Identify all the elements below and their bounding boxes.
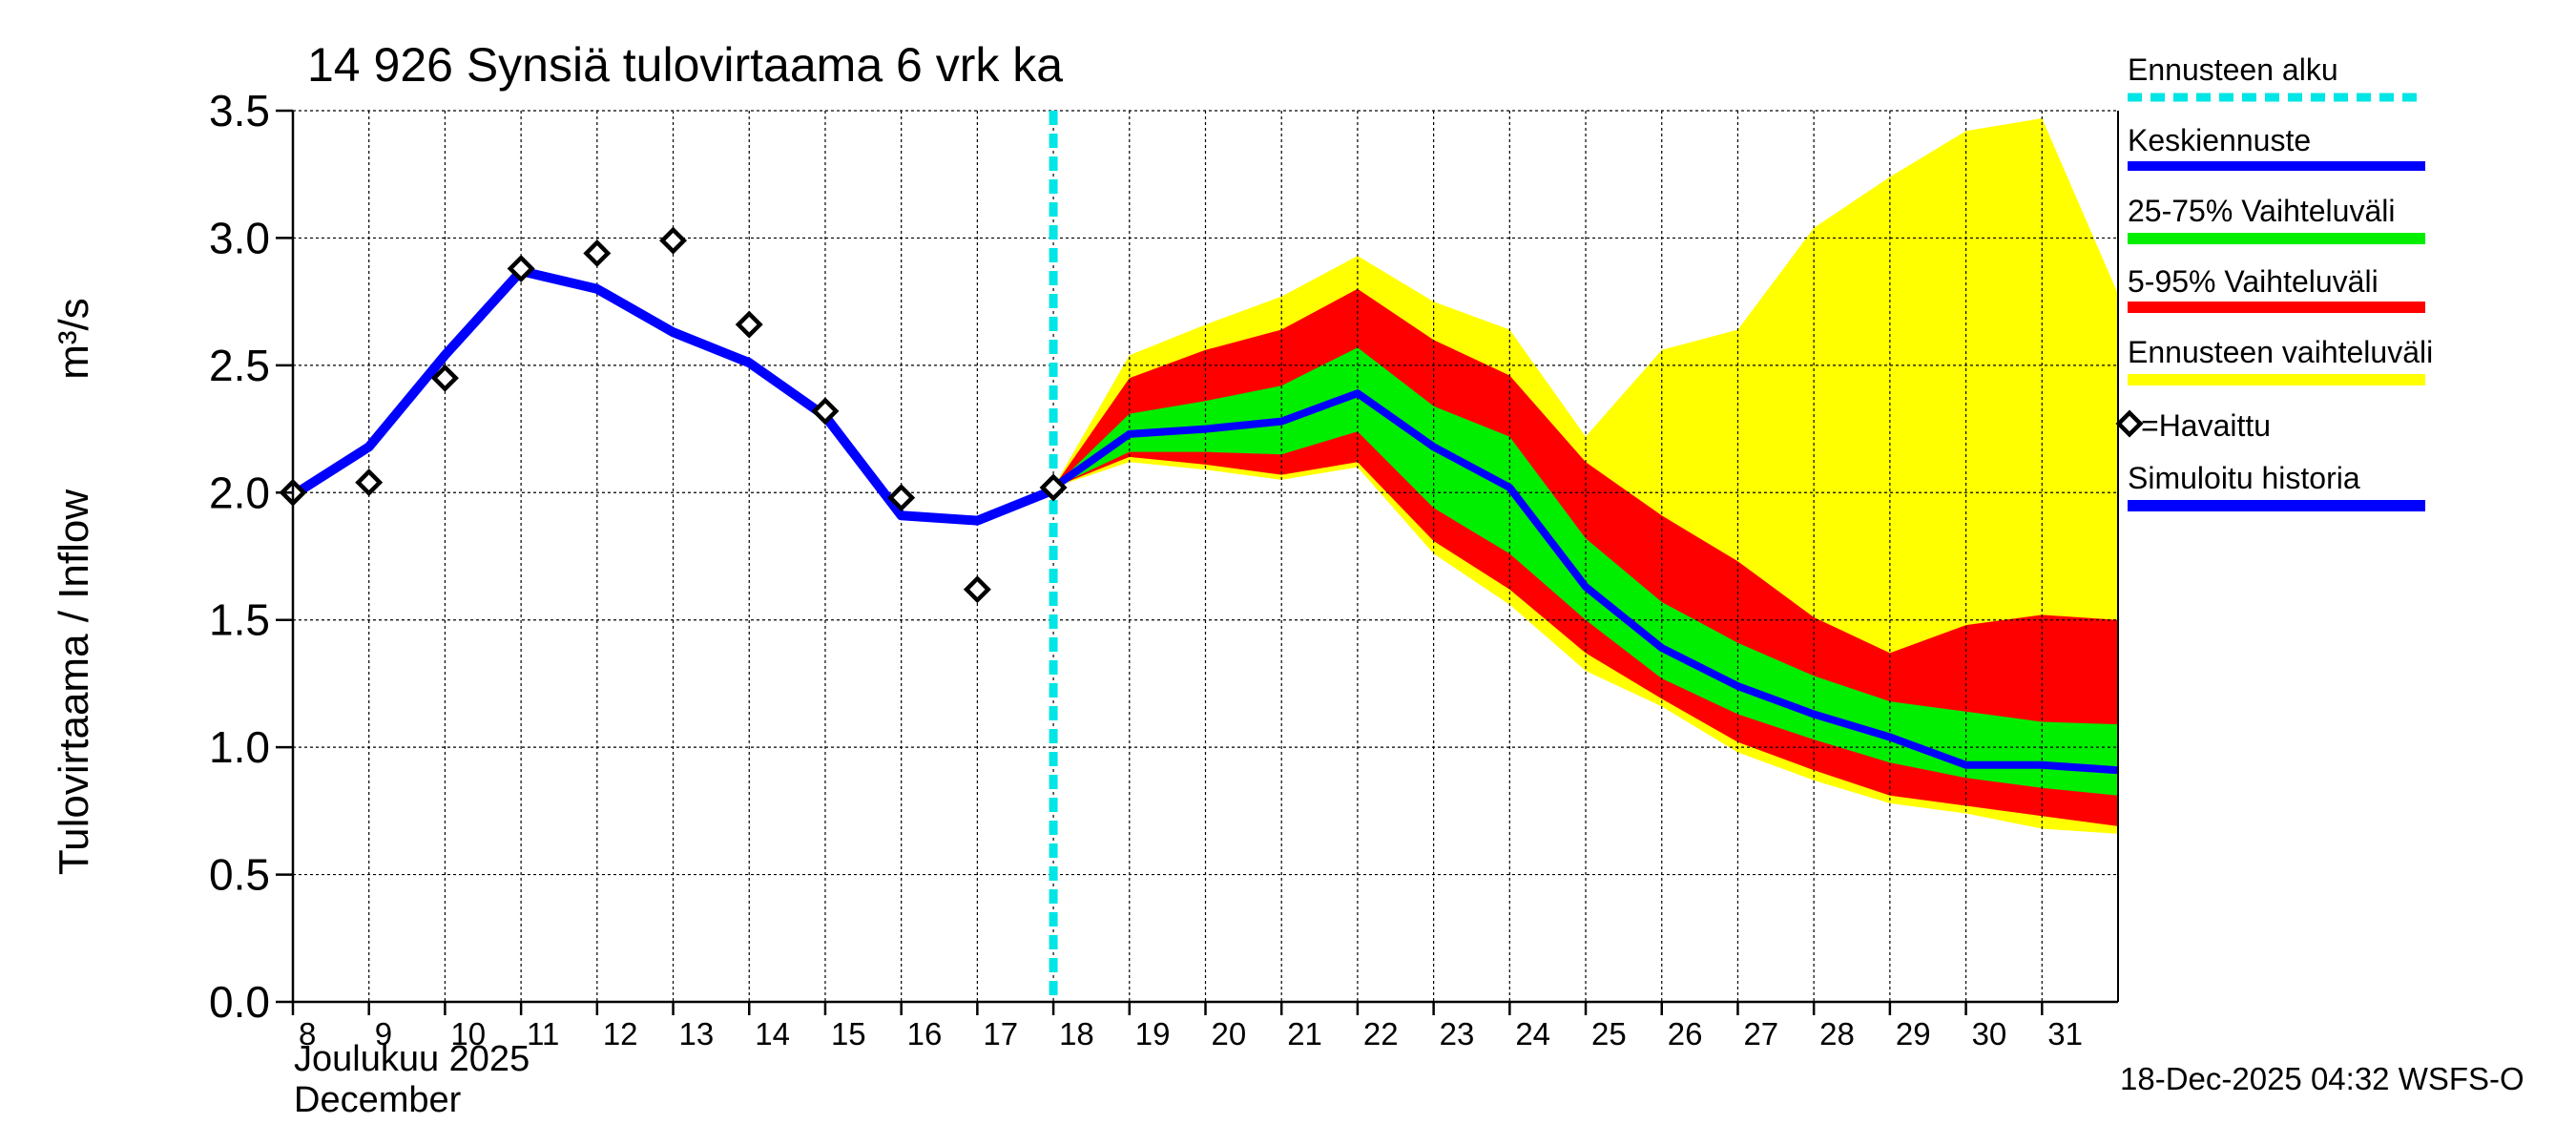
y-tick-label: 0.5	[209, 850, 270, 900]
grid	[293, 110, 2118, 1002]
x-tick-label: 29	[1896, 1016, 1931, 1051]
observed-point	[507, 254, 535, 282]
x-tick-label: 20	[1212, 1016, 1247, 1051]
y-tick-label: 3.5	[209, 86, 270, 135]
legend: Ennusteen alku Keskiennuste 25-75% Vaiht…	[2115, 52, 2433, 511]
legend-median-label: Keskiennuste	[2128, 123, 2311, 157]
legend-observed-marker	[2115, 409, 2144, 438]
x-tick-label: 13	[679, 1016, 715, 1051]
y-axis-label: Tulovirtaama / Inflow	[51, 489, 97, 876]
observed-point	[735, 310, 763, 339]
legend-forecast-start-label: Ennusteen alku	[2128, 52, 2338, 87]
legend-simulated-label: Simuloitu historia	[2128, 461, 2360, 495]
series-lines	[290, 111, 2119, 1002]
observed-point	[430, 364, 459, 392]
y-axis-unit: m³/s	[51, 298, 97, 380]
observed-point	[583, 239, 612, 267]
y-tick-label: 2.0	[209, 468, 270, 517]
median-forecast-line	[1050, 389, 2119, 775]
y-tick-label: 1.5	[209, 595, 270, 645]
legend-observed-label: =Havaittu	[2141, 408, 2271, 443]
y-tick-label: 2.5	[209, 341, 270, 390]
observed-markers	[279, 226, 1068, 604]
x-tick-label: 28	[1819, 1016, 1855, 1051]
observed-point	[887, 484, 916, 512]
legend-full-range-label: Ennusteen vaihteluväli	[2128, 335, 2433, 369]
x-tick-label: 9	[375, 1016, 392, 1051]
x-tick-label: 22	[1363, 1016, 1399, 1051]
legend-range-25-75-label: 25-75% Vaihteluväli	[2128, 194, 2395, 228]
x-tick-label: 27	[1743, 1016, 1778, 1051]
observed-point	[963, 575, 991, 604]
legend-range-5-95-label: 5-95% Vaihteluväli	[2128, 264, 2379, 299]
x-tick-label: 21	[1287, 1016, 1322, 1051]
observed-point	[1039, 473, 1068, 502]
y-tick-label: 0.0	[209, 977, 270, 1027]
x-tick-label: 19	[1135, 1016, 1171, 1051]
x-tick-label: 31	[2047, 1016, 2083, 1051]
observed-point	[355, 468, 384, 497]
x-tick-label: 24	[1515, 1016, 1550, 1051]
month-label-en: December	[294, 1080, 462, 1120]
x-tick-label: 30	[1972, 1016, 2007, 1051]
axes: 0.0 0.5 1.0 1.5 2.0 2.5 3.0 3.5 8 9 10 11 12 13 14 15 16…	[209, 86, 2119, 1051]
x-tick-label: 18	[1059, 1016, 1094, 1051]
x-tick-label: 23	[1440, 1016, 1475, 1051]
x-tick-label: 16	[907, 1016, 943, 1051]
chart-title: 14 926 Synsiä tulovirtaama 6 vrk ka	[307, 38, 1063, 92]
x-tick-label: 25	[1591, 1016, 1627, 1051]
observed-point	[659, 226, 688, 255]
y-tick-label: 1.0	[209, 722, 270, 772]
x-tick-label: 12	[603, 1016, 638, 1051]
x-tick-label: 14	[755, 1016, 790, 1051]
x-tick-label: 15	[831, 1016, 866, 1051]
x-tick-label: 17	[983, 1016, 1018, 1051]
observed-point	[811, 397, 840, 426]
y-tick-label: 3.0	[209, 213, 270, 262]
simulated-history-line	[290, 266, 1055, 526]
footer-timestamp: 18-Dec-2025 04:32 WSFS-O	[2120, 1061, 2524, 1096]
x-tick-label: 10	[450, 1016, 486, 1051]
x-tick-label: 11	[527, 1016, 559, 1051]
x-tick-label: 26	[1668, 1016, 1703, 1051]
x-tick-label: 8	[299, 1016, 316, 1051]
month-label-fi: Joulukuu 2025	[294, 1039, 530, 1079]
